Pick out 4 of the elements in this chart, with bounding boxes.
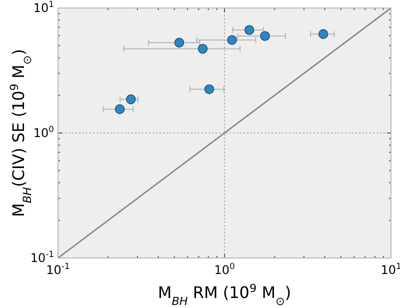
y-tick-label: 10$^{0}$ xyxy=(33,124,54,140)
y-tick-label: 10$^{1}$ xyxy=(33,0,54,15)
x-axis-title: M$_{BH}$ RM (10$^{9}$ M$_{⊙}$) xyxy=(158,282,292,308)
x-tick-label: 10$^{0}$ xyxy=(214,261,235,277)
